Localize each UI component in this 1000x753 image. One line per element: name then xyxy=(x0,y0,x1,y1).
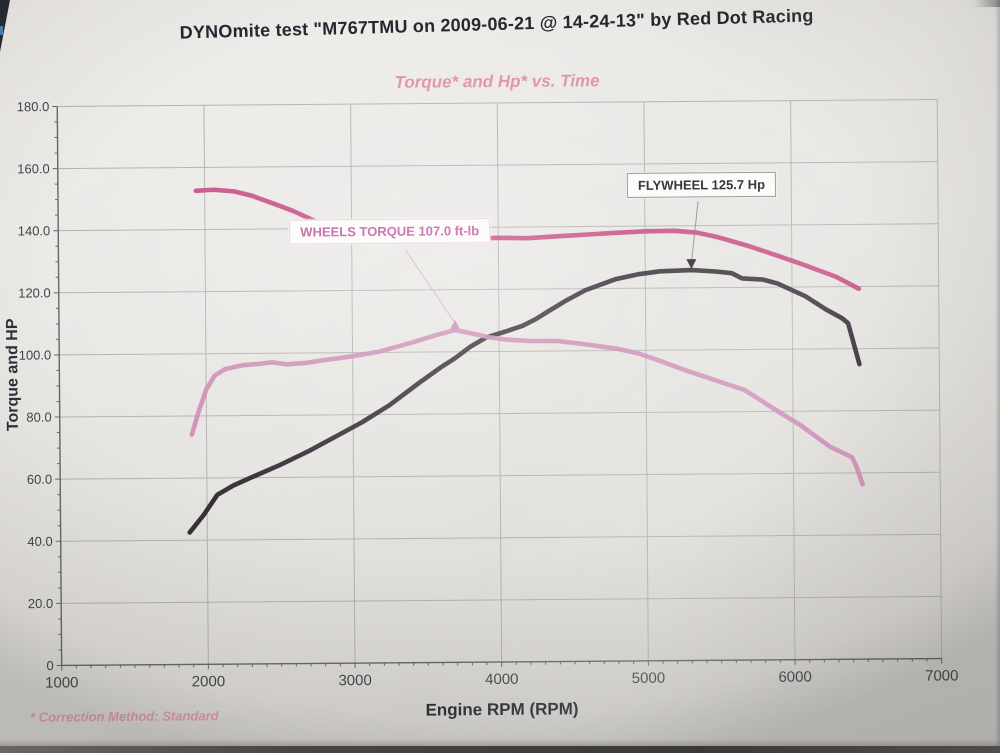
x-tick-label: 6000 xyxy=(778,669,812,686)
wheels-torque-callout: WHEELS TORQUE 107.0 ft-lb xyxy=(289,218,491,245)
flywheel-hp-callout: FLYWHEEL 125.7 Hp xyxy=(626,171,777,198)
y-tick-label: 140.0 xyxy=(18,223,51,238)
x-tick-label: 7000 xyxy=(925,667,959,684)
y-tick-label: 100.0 xyxy=(19,347,52,362)
annotation-markers xyxy=(450,259,697,330)
series-wheels-torque-ft-lb- xyxy=(189,327,865,487)
y-tick-label: 0 xyxy=(46,658,53,673)
y-tick-label: 60.0 xyxy=(27,472,52,487)
photo-edge-right xyxy=(995,0,1000,753)
annotation-marker xyxy=(686,259,697,270)
y-tick-label: 40.0 xyxy=(27,534,52,549)
photo-edge-speck xyxy=(0,26,3,35)
axes xyxy=(52,105,943,671)
photo-edge-bottom xyxy=(0,746,1000,753)
tick-labels: 1000 2000 3000 4000 5000 6000 7000 0 20.0 40.0 60.… xyxy=(17,99,959,692)
x-tick-label: 2000 xyxy=(192,673,226,690)
y-tick-label: 20.0 xyxy=(28,596,53,611)
correction-method-footnote: * Correction Method: Standard xyxy=(30,708,219,725)
y-tick-label: 160.0 xyxy=(17,161,50,176)
x-tick-label: 4000 xyxy=(485,671,519,688)
x-tick-label: 5000 xyxy=(632,670,666,687)
gridlines xyxy=(56,99,943,666)
y-tick-label: 180.0 xyxy=(17,99,50,114)
y-tick-label: 80.0 xyxy=(26,410,51,425)
photo-edge-top-right xyxy=(974,0,1000,7)
x-tick-label: 3000 xyxy=(338,672,372,689)
series-flywheel-hp xyxy=(187,267,862,535)
photo-edge-top-left xyxy=(0,0,10,52)
photo-bottom-shadow xyxy=(0,739,1000,746)
series-flywheel-torque-ft-lb- xyxy=(193,187,862,291)
annotation-marker xyxy=(450,320,461,330)
y-tick-label: 120.0 xyxy=(18,285,51,300)
x-tick-label: 1000 xyxy=(45,674,79,691)
